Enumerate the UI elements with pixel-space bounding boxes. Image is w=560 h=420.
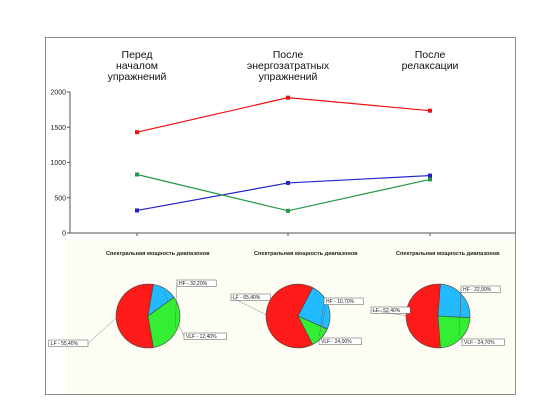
category-label: энергозатратных (247, 60, 330, 72)
category-label: Перед (122, 49, 153, 61)
pie-label: HF - 22,90% (463, 287, 492, 293)
category-label: упражнений (259, 71, 318, 83)
pie-label: VLF - 24,00% (321, 339, 352, 345)
pie-title: Спектральная мощность диапазонов (254, 251, 358, 257)
data-point (135, 130, 139, 135)
data-point (286, 95, 290, 100)
pie-title: Спектральная мощность диапазонов (396, 251, 500, 257)
category-label: упражнений (108, 71, 167, 83)
pie-slice (265, 283, 314, 349)
data-point (135, 172, 139, 177)
figure-frame: 0 500 1000 1500 2000 Перед началом упражнений По… (45, 37, 516, 395)
y-tick-label: 2000 (50, 90, 66, 97)
pie-title: Спектральная мощность диапазонов (106, 251, 210, 257)
pie-leader-line (319, 301, 325, 337)
y-tick-label: 1500 (50, 125, 66, 132)
y-tick-label: 0 (62, 231, 66, 238)
data-point (135, 208, 139, 213)
data-point (286, 208, 290, 213)
pie-leader-line (230, 297, 269, 317)
series-line (136, 173, 431, 212)
line-chart: 0500100015002000ПередначаломупражненийПо… (50, 49, 515, 238)
pie-leader-line (458, 289, 462, 337)
pie-label: LF - 65,40% (233, 295, 261, 301)
chart-canvas: 0500100015002000ПередначаломупражненийПо… (48, 49, 515, 394)
pie-label: HF - 32,20% (179, 281, 208, 287)
series-line (136, 174, 431, 212)
category-label: началом (116, 60, 158, 72)
pie-label: VLF - 12,40% (186, 334, 217, 340)
category-label: После (415, 49, 446, 61)
category-label: релаксации (402, 60, 459, 72)
pie-label: LF - 52,40% (373, 308, 401, 314)
pie-slice (297, 287, 331, 330)
pie-label: HF - 10,70% (326, 299, 355, 305)
y-tick-label: 500 (54, 195, 66, 202)
pie-leader-line (175, 283, 178, 328)
data-point (428, 108, 432, 113)
data-point (428, 173, 432, 178)
pie-charts: Спектральная мощность диапазонов LF - 55,… (48, 251, 505, 349)
pie-leader-line (87, 315, 119, 344)
y-tick-label: 1000 (50, 160, 66, 167)
category-label: После (273, 49, 304, 61)
series-line (136, 97, 431, 133)
data-point (286, 180, 290, 185)
pie-label: LF - 55,40% (51, 341, 79, 347)
pie-slice (405, 283, 441, 349)
pie-slice (437, 315, 471, 349)
data-point (428, 177, 432, 182)
pie-leader-line (370, 310, 409, 317)
pie-slice (297, 315, 328, 345)
pie-slice (437, 283, 471, 319)
pie-slice (115, 283, 154, 349)
pie-label: VLF - 24,70% (464, 340, 495, 346)
